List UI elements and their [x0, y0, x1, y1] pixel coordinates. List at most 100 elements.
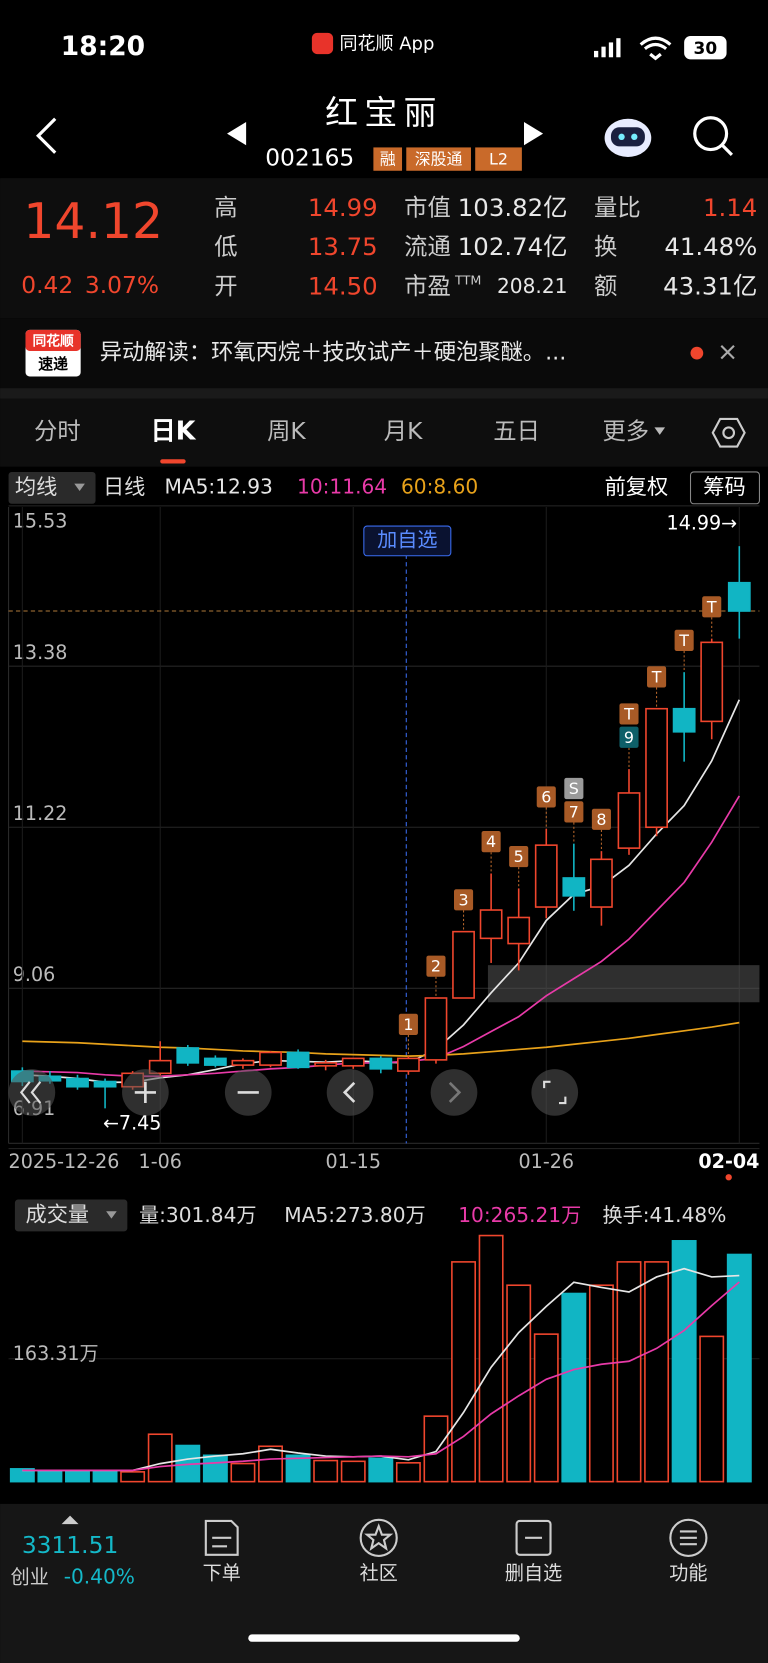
chips-text: 筹码	[703, 475, 745, 500]
adjust[interactable]: 前复权	[605, 475, 669, 500]
search-button[interactable]	[693, 116, 729, 152]
field-value: 41.48%	[664, 232, 757, 261]
nav-item[interactable]: 社区	[360, 1561, 398, 1584]
stock-name: 红宝丽	[325, 93, 443, 132]
chart-control[interactable]	[430, 1069, 478, 1116]
x-tick-label: 1-06	[139, 1150, 182, 1173]
volume-bar	[202, 1454, 228, 1483]
volume-bar	[478, 1234, 504, 1483]
unread-dot	[690, 346, 704, 360]
control-icon	[19, 1081, 42, 1104]
ma-legend-item: 60:8.60	[401, 474, 478, 498]
nav-icons	[204, 1518, 708, 1557]
settings-button[interactable]	[711, 417, 746, 448]
field-label-sup: TTM	[454, 273, 481, 288]
field-label: 高	[214, 193, 237, 221]
field-label: 量比	[594, 193, 641, 221]
news-badge-top	[25, 329, 81, 352]
stock-code: 002165	[265, 144, 354, 172]
volume-legend-item: 换手:41.48%	[602, 1203, 726, 1227]
signal-tag	[509, 845, 529, 868]
price-change: 0.42	[21, 271, 73, 299]
volume-bar	[313, 1459, 339, 1483]
tab[interactable]: 更多	[602, 417, 649, 445]
signal-tag	[536, 786, 556, 808]
y-tick-label: 15.53	[13, 509, 68, 532]
volume-bar	[258, 1445, 283, 1483]
badges: 融深股通 L2	[373, 147, 522, 171]
field-value: 208.21	[497, 274, 567, 298]
nav-item[interactable]: 功能	[669, 1561, 707, 1584]
app-icon	[311, 32, 334, 55]
next-stock[interactable]	[523, 121, 544, 146]
control-icon	[134, 1081, 156, 1104]
candle-body	[452, 930, 475, 999]
signal-tag-text: 6	[541, 787, 551, 806]
signal-tag	[426, 955, 446, 977]
field-label: 市盈	[404, 272, 451, 300]
x-tick-label: 01-15	[326, 1150, 381, 1173]
nav-item[interactable]: 删自选	[505, 1561, 562, 1584]
chips-button[interactable]	[689, 471, 760, 505]
volume-bar	[671, 1240, 697, 1483]
index-value[interactable]: 3311.51	[22, 1531, 118, 1559]
signal-tag-text: 1	[403, 1015, 413, 1034]
field-label: 开	[214, 272, 237, 300]
signal-tag-text: 2	[431, 957, 441, 976]
wifi-icon	[639, 36, 672, 61]
tab[interactable]: 五日	[493, 417, 540, 445]
candle-body	[286, 1051, 310, 1069]
candle-body	[507, 916, 531, 945]
battery	[684, 36, 727, 60]
back-button[interactable]	[35, 117, 57, 154]
tab[interactable]: 月K	[384, 417, 423, 445]
current-dot	[725, 1174, 732, 1181]
battery-level: 30	[694, 38, 718, 58]
y-tick-label: 163.31万	[13, 1342, 99, 1365]
y-tick-label: 13.38	[13, 641, 68, 664]
volume-bar	[9, 1468, 35, 1483]
news-bar[interactable]	[0, 318, 768, 389]
signal-tag	[481, 831, 501, 853]
candle-body	[479, 909, 503, 940]
nav-item[interactable]: 下单	[203, 1561, 241, 1584]
signal-tag-text: T	[623, 705, 634, 724]
signal-tag	[674, 629, 694, 651]
candle-body	[203, 1057, 227, 1066]
news-badge-line1: 同花顺	[32, 333, 74, 350]
candle-body	[148, 1059, 172, 1075]
field-label: 市值	[404, 193, 451, 221]
signal-tag	[453, 889, 474, 911]
robot-icon[interactable]	[604, 118, 652, 157]
watch-text[interactable]: 加自选	[377, 527, 437, 551]
tab[interactable]: 分时	[34, 417, 81, 445]
candle-body	[314, 1062, 338, 1067]
tab[interactable]: 日K	[150, 417, 196, 447]
divider	[0, 388, 768, 399]
chip-zone	[487, 965, 760, 1003]
volume-bar	[423, 1415, 449, 1483]
close-news[interactable]	[720, 345, 735, 360]
volume-bar	[506, 1284, 532, 1483]
signal-tag	[564, 801, 584, 823]
volume-bar	[451, 1261, 477, 1483]
quote-panel	[0, 178, 768, 319]
news-badge-line2: 速递	[38, 355, 68, 373]
field-value: 102.74亿	[458, 232, 568, 261]
ma-button[interactable]	[8, 471, 96, 504]
volume-button[interactable]	[14, 1199, 128, 1232]
volume-bar	[561, 1292, 587, 1483]
chart-control[interactable]	[531, 1069, 579, 1116]
chart-control[interactable]	[326, 1069, 374, 1116]
badge	[373, 147, 403, 171]
field-value: 14.99	[308, 193, 378, 222]
candle-body	[259, 1051, 282, 1066]
volume-legend-item: MA5:273.80万	[284, 1203, 425, 1227]
candle-body	[369, 1057, 393, 1070]
volume-bar	[120, 1471, 146, 1483]
tab[interactable]: 周K	[267, 417, 306, 445]
volume-button-text: 成交量	[26, 1202, 90, 1227]
prev-stock[interactable]	[227, 121, 247, 146]
